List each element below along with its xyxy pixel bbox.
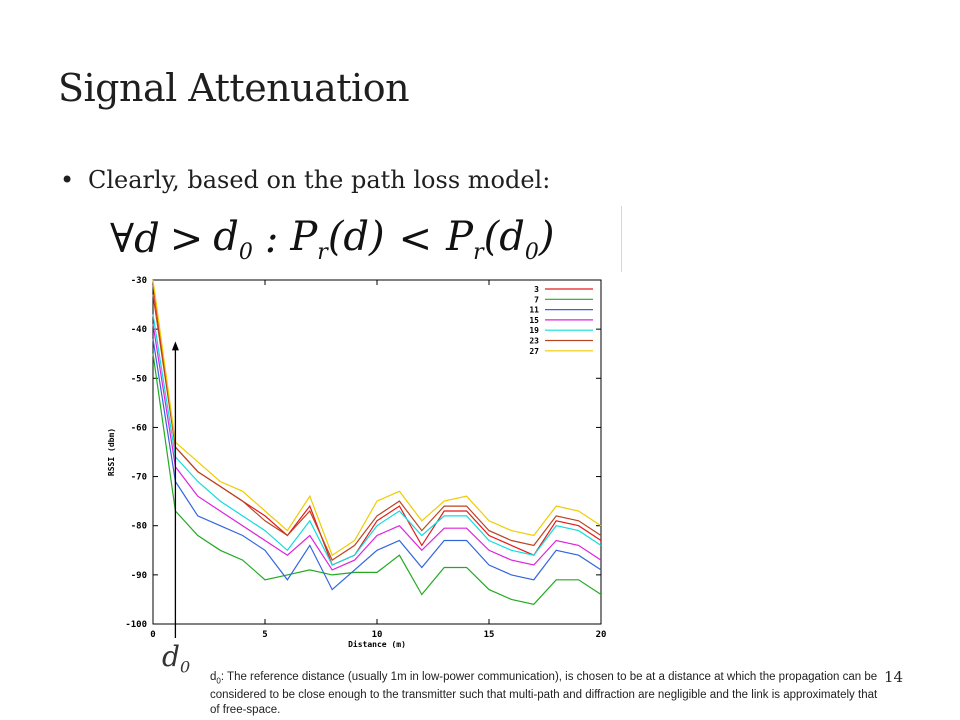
y-tick-label: -50: [131, 374, 147, 384]
y-axis-label: RSSI (dbm): [107, 428, 116, 476]
formula-colon: :: [264, 216, 279, 262]
series-line-23: [152, 294, 602, 561]
series-line-7: [152, 353, 602, 605]
rssi-chart: -30 -40 -50 -60 -70 -80 -90 -100 0 5 10 15 20 Distanc…: [104, 268, 624, 648]
greater-than: >: [169, 216, 204, 262]
legend-label-19: 19: [529, 326, 539, 335]
legend-label-7: 7: [534, 295, 539, 304]
legend-label-23: 23: [529, 337, 539, 346]
y-tick-label: -100: [125, 620, 147, 630]
d0-arrow-head-icon: [171, 341, 179, 351]
d0-label: d0: [162, 640, 191, 677]
legend-label-27: 27: [529, 347, 539, 356]
x-tick-label: 0: [150, 630, 155, 640]
series-line-27: [152, 279, 602, 557]
bullet-dot-icon: •: [60, 166, 75, 194]
footnote: d0: The reference distance (usually 1m i…: [210, 671, 878, 717]
bullet-item: • Clearly, based on the path loss model:: [60, 166, 550, 194]
x-tick-label: 15: [484, 630, 495, 640]
x-tick-label: 10: [372, 630, 383, 640]
legend-label-15: 15: [529, 316, 539, 325]
less-than: <: [398, 216, 433, 262]
formula-d0: d0: [213, 213, 253, 265]
path-loss-formula: ∀ d > d0 : Pr(d) < Pr(d0): [100, 206, 622, 272]
y-tick-label: -30: [131, 276, 147, 286]
x-tick-label: 20: [596, 630, 607, 640]
legend-label-3: 3: [534, 285, 539, 294]
x-tick-label: 5: [262, 630, 267, 640]
page-number: 14: [884, 668, 904, 686]
formula-d: d: [134, 216, 160, 262]
y-tick-label: -60: [131, 423, 147, 433]
y-tick-label: -80: [131, 522, 147, 532]
series-line-11: [152, 338, 602, 591]
x-axis-label: Distance (m): [348, 639, 406, 648]
legend-label-11: 11: [529, 306, 539, 315]
series-line-15: [152, 324, 602, 571]
formula-lhs: Pr(d): [290, 213, 385, 265]
y-tick-label: -70: [131, 473, 147, 483]
forall-symbol: ∀: [110, 216, 135, 262]
series-line-19: [152, 314, 602, 566]
y-tick-label: -40: [131, 325, 147, 335]
y-tick-label: -90: [131, 571, 147, 581]
slide-title: Signal Attenuation: [58, 66, 410, 110]
bullet-text: Clearly, based on the path loss model:: [88, 166, 551, 194]
formula-rhs: Pr(d0): [446, 213, 555, 265]
